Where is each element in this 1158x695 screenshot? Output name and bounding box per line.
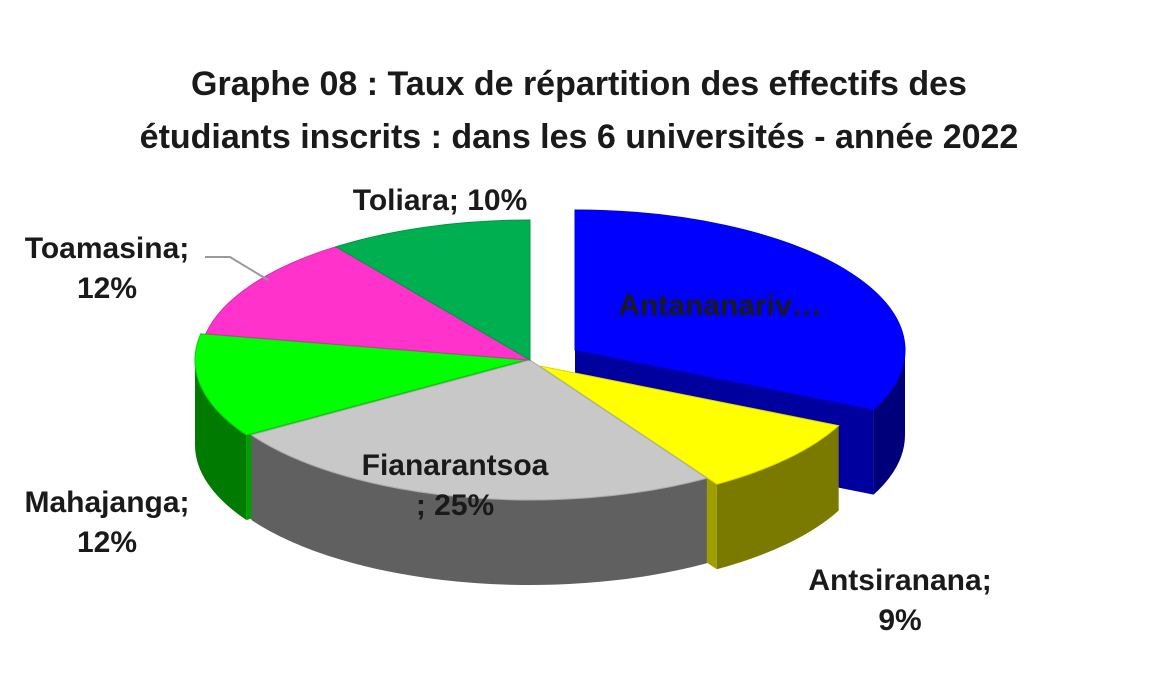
pie-slice-0 [574, 209, 906, 411]
slice-labels: Antananariv… Antsiranana; 9% Fianarantsoa; … [24, 184, 991, 637]
leader-lines [205, 256, 269, 281]
pie-slice-5 [334, 219, 531, 361]
leader-line-toamasina [205, 256, 269, 281]
slice-label-5: Toliara; 10% [353, 184, 528, 217]
pie-tops [194, 209, 906, 501]
slice-label-0: Antananariv… [618, 289, 821, 322]
pie-slice-2 [250, 359, 709, 501]
pie-wall-3 [195, 360, 247, 521]
pie-slice-1 [539, 365, 840, 485]
slice-label-3: Mahajanga; 12% [24, 486, 189, 559]
chart-title-line-2: étudiants inscrits : dans les 6 universi… [139, 117, 1019, 156]
pie-wall-2 [251, 435, 707, 586]
slice-label-2: Fianarantsoa; 25% [362, 449, 549, 522]
pie-slice-3 [194, 333, 526, 436]
slice-label-4: Toamasina; 12% [25, 232, 190, 305]
chart-title: Graphe 08 : Taux de répartition des effe… [0, 58, 1158, 163]
pie-slice-4 [205, 246, 531, 361]
chart-title-line-1: Graphe 08 : Taux de répartition des effe… [191, 65, 967, 103]
pie-wall-0 [873, 350, 905, 495]
pie-wall-1 [716, 425, 839, 570]
slice-label-1: Antsiranana; 9% [808, 564, 991, 637]
